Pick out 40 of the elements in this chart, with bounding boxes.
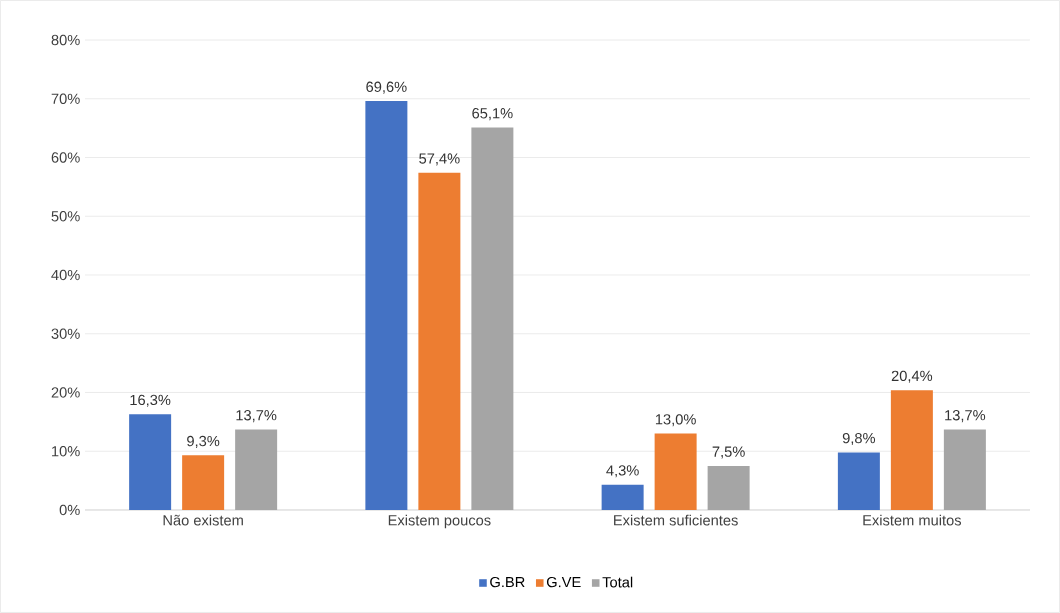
bar: [943, 429, 986, 510]
y-tick-label: 60%: [51, 152, 80, 163]
bar: [129, 414, 172, 510]
data-label: 69,6%: [366, 81, 407, 94]
bar: [601, 484, 644, 510]
bar: [471, 127, 514, 510]
data-label: 57,4%: [419, 153, 460, 166]
y-tick-label: 70%: [51, 93, 80, 104]
y-tick-label: 20%: [51, 387, 80, 398]
data-label: 16,3%: [130, 394, 171, 407]
x-tick-label: Não existem: [163, 514, 243, 526]
y-tick-label: 80%: [51, 34, 80, 46]
bar: [418, 172, 461, 510]
data-label: 4,3%: [606, 465, 639, 478]
bar: [890, 390, 933, 510]
bar: [707, 465, 750, 510]
legend-label: G.VE: [546, 576, 581, 588]
data-label: 13,0%: [655, 414, 696, 427]
data-label: 9,8%: [842, 432, 876, 446]
y-tick-label: 40%: [51, 269, 80, 281]
bar: [235, 429, 278, 510]
y-tick-label: 50%: [51, 211, 80, 222]
bar: [182, 455, 225, 510]
legend-label: Total: [602, 576, 633, 588]
data-label: 20,4%: [891, 370, 933, 383]
y-tick-label: 0%: [59, 504, 80, 516]
x-tick-label: Existem poucos: [388, 514, 491, 529]
data-label: 65,1%: [472, 108, 513, 121]
y-tick-label: 10%: [52, 446, 80, 457]
data-label: 7,5%: [712, 446, 745, 459]
x-tick-label: Existem suficientes: [614, 514, 738, 526]
x-tick-label: Existem muitos: [863, 514, 962, 526]
data-label: 9,3%: [187, 435, 220, 448]
data-label: 13,7%: [945, 410, 986, 423]
bar: [365, 101, 408, 510]
bar: [654, 433, 697, 510]
legend-label: G.BR: [490, 576, 525, 588]
data-label: 13,7%: [236, 410, 277, 423]
y-tick-label: 30%: [51, 328, 80, 339]
bar: [837, 452, 880, 510]
